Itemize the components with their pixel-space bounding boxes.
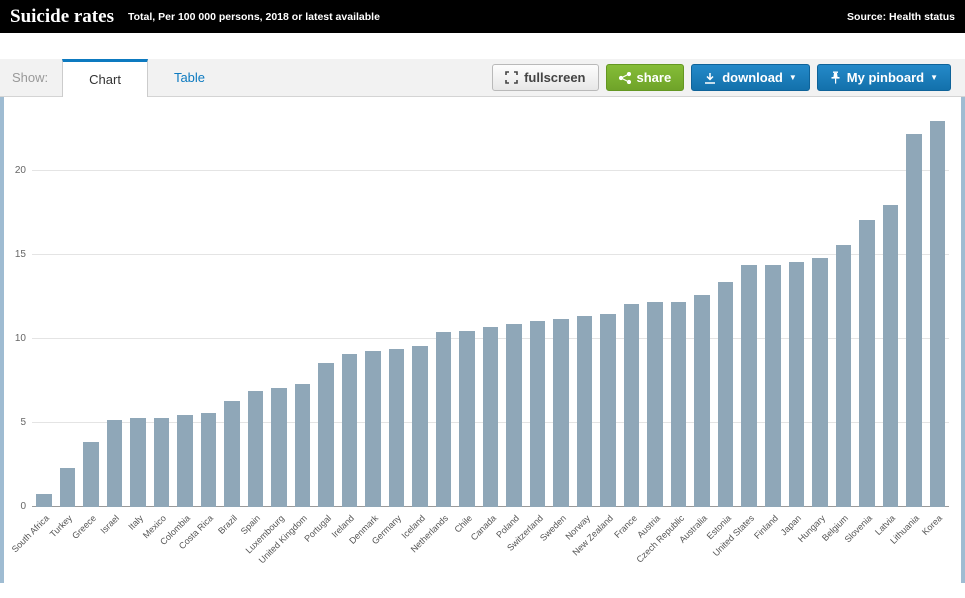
bar[interactable] xyxy=(294,384,311,507)
fullscreen-icon xyxy=(505,71,518,84)
chart-canvas: 0 5 10 15 20 South Africa Turkey Greece Israel I… xyxy=(0,97,965,583)
header-gap xyxy=(0,33,965,59)
bar[interactable] xyxy=(224,401,240,507)
bar[interactable] xyxy=(553,318,569,507)
bar[interactable] xyxy=(600,313,616,507)
bar[interactable] xyxy=(764,265,781,507)
bar[interactable] xyxy=(365,350,381,507)
gridline xyxy=(32,170,949,172)
bar[interactable] xyxy=(412,345,428,507)
tab-table-label: Table xyxy=(173,70,206,85)
header-bar: Suicide rates Total, Per 100 000 persons… xyxy=(0,0,965,33)
gridline xyxy=(32,254,949,256)
show-label: Show: xyxy=(12,70,49,85)
download-icon xyxy=(704,72,716,84)
bar[interactable] xyxy=(788,261,805,507)
toolbar: Show: Chart Table fullscreen share xyxy=(0,59,965,97)
source-link[interactable]: Source: Health status xyxy=(847,10,955,23)
tab-chart-label: Chart xyxy=(89,72,121,87)
bar[interactable] xyxy=(670,302,687,507)
bar[interactable] xyxy=(341,354,358,507)
y-tick-label: 0 xyxy=(20,501,26,512)
bar[interactable] xyxy=(177,414,193,507)
fullscreen-button[interactable]: fullscreen xyxy=(492,64,599,91)
bar[interactable] xyxy=(717,281,734,507)
bar[interactable] xyxy=(929,120,946,507)
bar[interactable] xyxy=(812,258,828,507)
bars-container xyxy=(32,109,949,507)
page-title: Suicide rates xyxy=(10,5,114,27)
bar[interactable] xyxy=(318,362,334,507)
page-subtitle: Total, Per 100 000 persons, 2018 or late… xyxy=(127,10,380,23)
share-button[interactable]: share xyxy=(605,64,685,91)
bar[interactable] xyxy=(741,265,757,507)
left-edge-strip xyxy=(0,97,4,583)
caret-down-icon: ▼ xyxy=(930,72,938,82)
bar[interactable] xyxy=(647,302,663,507)
bar[interactable] xyxy=(435,332,452,507)
bar[interactable] xyxy=(247,391,264,507)
share-label: share xyxy=(636,70,672,85)
bar[interactable] xyxy=(459,330,475,507)
fullscreen-label: fullscreen xyxy=(524,70,586,85)
bar[interactable] xyxy=(153,418,170,507)
bar[interactable] xyxy=(59,468,76,507)
bar[interactable] xyxy=(529,320,546,507)
pinboard-label: My pinboard xyxy=(846,70,925,85)
bar[interactable] xyxy=(882,204,899,507)
plot-area xyxy=(32,109,949,507)
bar[interactable] xyxy=(506,323,522,507)
y-tick-label: 5 xyxy=(20,417,26,429)
tab-table[interactable]: Table xyxy=(148,59,231,96)
bar[interactable] xyxy=(83,441,99,507)
bar[interactable] xyxy=(130,418,146,507)
download-button[interactable]: download ▼ xyxy=(691,64,810,91)
bar[interactable] xyxy=(106,419,123,507)
pin-icon xyxy=(830,71,841,84)
y-tick-label: 20 xyxy=(14,165,26,177)
bar[interactable] xyxy=(859,219,875,507)
bar[interactable] xyxy=(906,134,922,507)
bar[interactable] xyxy=(623,303,640,507)
bar[interactable] xyxy=(835,245,852,507)
share-icon xyxy=(618,71,631,84)
tab-chart[interactable]: Chart xyxy=(62,59,148,97)
pinboard-button[interactable]: My pinboard ▼ xyxy=(816,64,951,91)
y-tick-label: 10 xyxy=(14,333,26,345)
x-axis-labels: South Africa Turkey Greece Israel Italy Mexic… xyxy=(9,507,949,583)
y-tick-label: 15 xyxy=(14,249,26,261)
caret-down-icon: ▼ xyxy=(788,72,797,82)
right-edge-strip xyxy=(961,97,965,583)
toolbar-spacer xyxy=(231,59,492,96)
y-axis: 0 5 10 15 20 xyxy=(4,109,30,512)
toolbar-buttons: fullscreen share download ▼ xyxy=(492,59,965,96)
download-label: download xyxy=(722,70,783,85)
bar[interactable] xyxy=(271,387,287,507)
bar[interactable] xyxy=(694,295,710,507)
bar[interactable] xyxy=(576,315,593,507)
bar[interactable] xyxy=(36,493,52,507)
bar[interactable] xyxy=(200,412,217,507)
bar[interactable] xyxy=(388,349,405,507)
bar[interactable] xyxy=(482,327,499,507)
